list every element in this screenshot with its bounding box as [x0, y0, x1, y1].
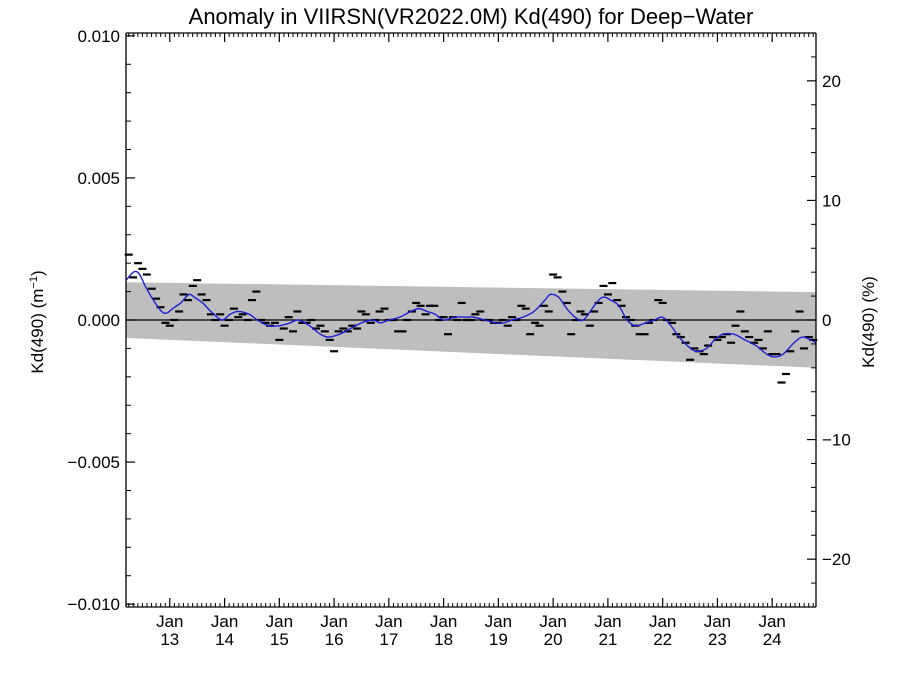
x-tick-label-year: 15 — [270, 630, 289, 649]
x-tick-label-month: Jan — [430, 612, 457, 631]
y-left-tick-label: 0.000 — [77, 311, 120, 330]
x-tick-label-year: 22 — [653, 630, 672, 649]
x-tick-label-year: 18 — [434, 630, 453, 649]
x-tick-label-month: Jan — [211, 612, 238, 631]
y-axis-label-left-exponent: −1 — [28, 276, 40, 289]
chart-title: Anomaly in VIIRSN(VR2022.0M) Kd(490) for… — [189, 4, 754, 29]
x-tick-label-year: 17 — [379, 630, 398, 649]
uncertainty-band — [126, 282, 816, 368]
x-tick-label-month: Jan — [594, 612, 621, 631]
y-right-tick-label: 10 — [822, 191, 841, 210]
x-tick-label-month: Jan — [539, 612, 566, 631]
x-tick-label-month: Jan — [320, 612, 347, 631]
y-right-tick-label: 20 — [822, 72, 841, 91]
x-tick-label-year: 14 — [215, 630, 234, 649]
x-tick-label-year: 23 — [708, 630, 727, 649]
y-right-tick-label: −10 — [822, 431, 851, 450]
x-tick-label-month: Jan — [649, 612, 676, 631]
y-axis-label-right: Kd(490) (%) — [859, 276, 878, 368]
x-tick-label-year: 16 — [325, 630, 344, 649]
y-left-tick-label: 0.005 — [77, 169, 120, 188]
y-right-tick-label: 0 — [822, 311, 831, 330]
x-tick-label-month: Jan — [758, 612, 785, 631]
y-left-tick-label: −0.005 — [68, 453, 120, 472]
y-axis-label-left-close: ) — [28, 270, 47, 276]
smoothed-anomaly-line — [125, 270, 817, 358]
x-tick-label-year: 13 — [160, 630, 179, 649]
y-axis-label-left-main: Kd(490) (m — [28, 289, 47, 374]
x-tick-label-month: Jan — [485, 612, 512, 631]
y-left-tick-label: 0.010 — [77, 27, 120, 46]
x-tick-label-month: Jan — [266, 612, 293, 631]
y-right-tick-label: −20 — [822, 550, 851, 569]
x-tick-label-month: Jan — [156, 612, 183, 631]
x-tick-label-year: 24 — [763, 630, 782, 649]
x-tick-label-year: 20 — [544, 630, 563, 649]
axes: 0.010 0.005 0.000 −0.005 −0.010 20 10 0 −10 −20 Ja… — [68, 27, 851, 649]
x-tick-label-month: Jan — [704, 612, 731, 631]
y-left-tick-label: −0.010 — [68, 595, 120, 614]
x-tick-label-year: 19 — [489, 630, 508, 649]
x-tick-label-month: Jan — [375, 612, 402, 631]
x-tick-label-year: 21 — [598, 630, 617, 649]
y-axis-label-left: Kd(490) (m−1) — [28, 270, 47, 373]
plot-area — [124, 253, 818, 384]
